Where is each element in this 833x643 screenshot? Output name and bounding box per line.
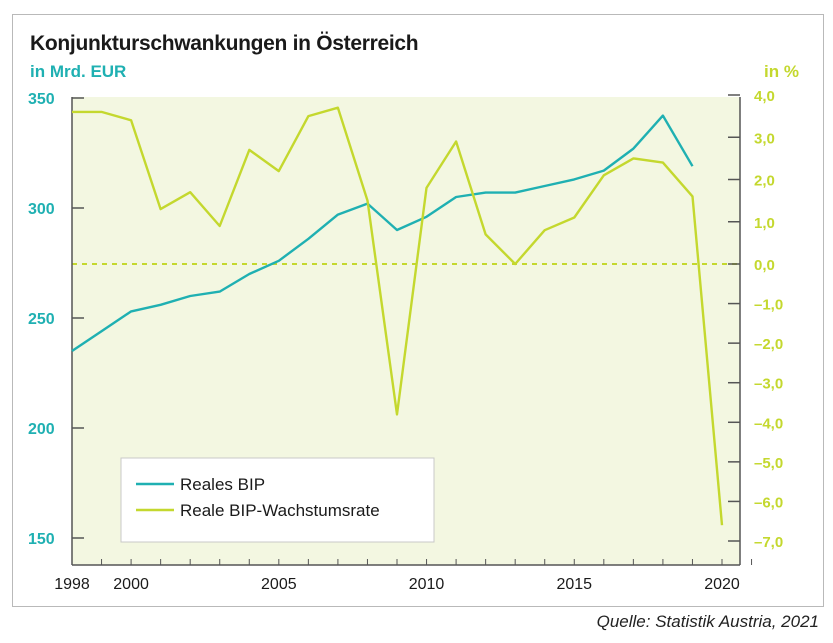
right-tick-label: –7,0: [754, 534, 783, 551]
series-line-wachstumsrate: [72, 106, 724, 526]
right-tick-label: –2,0: [754, 336, 783, 353]
chart-title: Konjunkturschwankungen in Österreich: [30, 32, 419, 55]
right-tick-label: –3,0: [754, 376, 783, 393]
x-tick-label: 2020: [704, 576, 740, 593]
right-axis-unit: in %: [764, 62, 799, 81]
right-tick-label: 3,0: [754, 130, 775, 147]
source-note: Quelle: Statistik Austria, 2021: [596, 612, 819, 631]
x-tick-label: 1998: [54, 576, 90, 593]
left-tick-label: 300: [28, 201, 55, 218]
right-tick-label: –5,0: [754, 455, 783, 472]
series-line-reales-bip: [71, 114, 694, 352]
left-tick-label: 250: [28, 311, 55, 328]
legend-label: Reales BIP: [180, 475, 265, 494]
right-tick-label: –1,0: [754, 297, 783, 314]
x-tick-label: 2000: [113, 576, 149, 593]
right-tick-label: –4,0: [754, 415, 783, 432]
right-tick-label: –6,0: [754, 494, 783, 511]
x-tick-label: 2010: [409, 576, 445, 593]
left-tick-label: 200: [28, 421, 55, 438]
line-chart: 150 200 250 300 350 4,0 3,0 2,0 1,0 0,0 –1,0 –2,0 –3…: [28, 88, 783, 593]
right-tick-label: 2,0: [754, 173, 775, 190]
legend-box: [120, 457, 435, 543]
right-tick-label: 4,0: [754, 88, 775, 105]
left-axis-unit: in Mrd. EUR: [30, 62, 127, 81]
right-tick-label: 1,0: [754, 215, 775, 232]
x-tick-label: 2015: [556, 576, 592, 593]
left-tick-label: 350: [28, 91, 55, 108]
left-tick-label: 150: [28, 531, 55, 548]
right-tick-label: 0,0: [754, 257, 775, 274]
legend-label: Reale BIP-Wachstumsrate: [180, 501, 380, 520]
x-tick-label: 2005: [261, 576, 297, 593]
